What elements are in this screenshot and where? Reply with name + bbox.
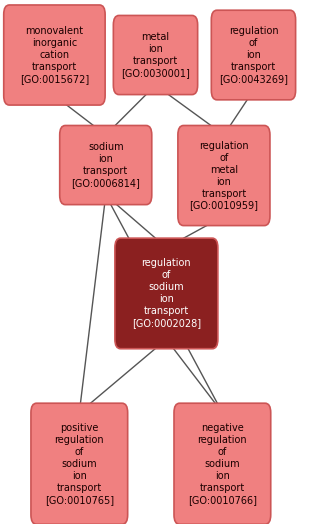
FancyBboxPatch shape (174, 403, 271, 524)
FancyBboxPatch shape (113, 15, 198, 94)
FancyBboxPatch shape (211, 10, 295, 100)
Text: positive
regulation
of
sodium
ion
transport
[GO:0010765]: positive regulation of sodium ion transp… (45, 423, 114, 505)
FancyBboxPatch shape (4, 5, 105, 105)
Text: regulation
of
metal
ion
transport
[GO:0010959]: regulation of metal ion transport [GO:00… (189, 140, 258, 211)
Text: regulation
of
ion
transport
[GO:0043269]: regulation of ion transport [GO:0043269] (219, 26, 288, 84)
Text: regulation
of
sodium
ion
transport
[GO:0002028]: regulation of sodium ion transport [GO:0… (132, 258, 201, 329)
Text: negative
regulation
of
sodium
ion
transport
[GO:0010766]: negative regulation of sodium ion transp… (188, 423, 257, 505)
FancyBboxPatch shape (115, 238, 218, 349)
FancyBboxPatch shape (60, 126, 152, 204)
Text: metal
ion
transport
[GO:0030001]: metal ion transport [GO:0030001] (121, 32, 190, 78)
Text: sodium
ion
transport
[GO:0006814]: sodium ion transport [GO:0006814] (71, 142, 140, 188)
FancyBboxPatch shape (178, 126, 270, 225)
FancyBboxPatch shape (31, 403, 128, 524)
Text: monovalent
inorganic
cation
transport
[GO:0015672]: monovalent inorganic cation transport [G… (20, 26, 89, 84)
